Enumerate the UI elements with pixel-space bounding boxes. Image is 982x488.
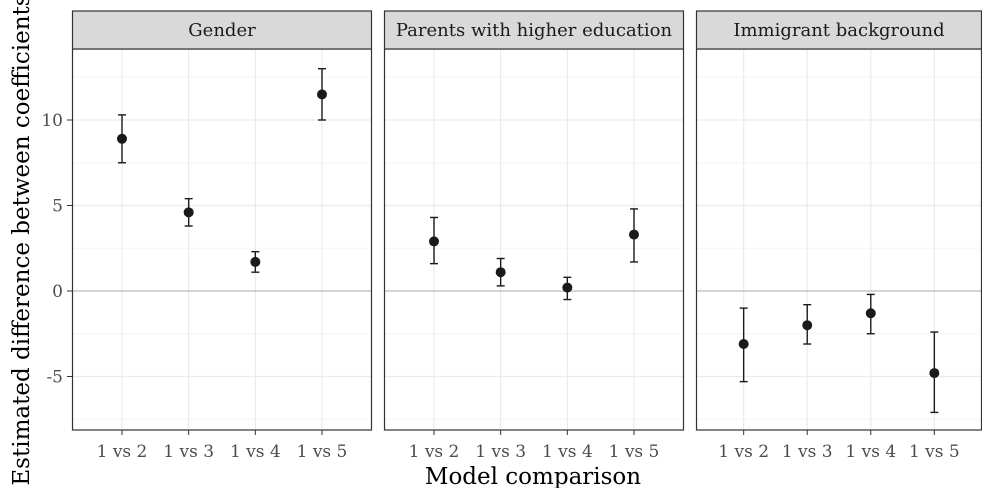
x-tick-label: 1 vs 2 — [409, 442, 460, 462]
data-point — [183, 207, 194, 218]
data-point — [802, 320, 813, 331]
facet-strip-label: Immigrant background — [733, 20, 944, 41]
facet-panel: Immigrant background 1 vs 2 1 vs 3 1 vs 4 1 … — [695, 10, 982, 462]
data-point — [495, 267, 506, 278]
y-tick-label: 0 — [52, 282, 63, 302]
facet-strip — [71, 10, 373, 50]
x-tick-label: 1 vs 5 — [909, 442, 960, 462]
data-point — [629, 229, 639, 240]
x-tick-label: 1 vs 4 — [230, 442, 281, 462]
data-point — [865, 308, 876, 319]
y-axis-title: Estimated difference between coefficient… — [9, 0, 35, 486]
y-tick-label: 10 — [41, 111, 63, 131]
facet-panel: Gender 1 vs 2 1 vs 3 1 vs 4 1 vs 5 — [71, 10, 373, 462]
panel-background — [72, 49, 372, 430]
x-tick-label: 1 vs 4 — [542, 442, 593, 462]
x-tick-label: 1 vs 3 — [475, 442, 526, 462]
facet-strip-label: Gender — [188, 20, 256, 41]
x-axis-title: Model comparison — [425, 464, 641, 488]
facet-strip — [695, 10, 982, 50]
data-point — [562, 282, 573, 293]
x-tick-label: 1 vs 3 — [782, 442, 833, 462]
x-tick-label: 1 vs 4 — [845, 442, 896, 462]
y-tick-label: 5 — [52, 197, 63, 217]
data-point — [429, 236, 439, 247]
data-point — [929, 368, 940, 379]
facet-panel: Parents with higher education 1 vs 2 1 vs … — [383, 10, 685, 462]
data-point — [738, 339, 749, 350]
x-tick-label: 1 vs 3 — [163, 442, 214, 462]
data-point — [250, 256, 261, 267]
facet-strip-label: Parents with higher education — [396, 20, 673, 41]
data-point — [117, 133, 127, 144]
x-tick-label: 1 vs 2 — [718, 442, 769, 462]
x-tick-label: 1 vs 5 — [297, 442, 348, 462]
x-tick-label: 1 vs 2 — [97, 442, 148, 462]
x-tick-label: 1 vs 5 — [609, 442, 660, 462]
facet-strip — [383, 10, 685, 50]
data-point — [317, 89, 327, 100]
y-tick-label: -5 — [46, 368, 63, 388]
panel-background — [384, 49, 684, 430]
